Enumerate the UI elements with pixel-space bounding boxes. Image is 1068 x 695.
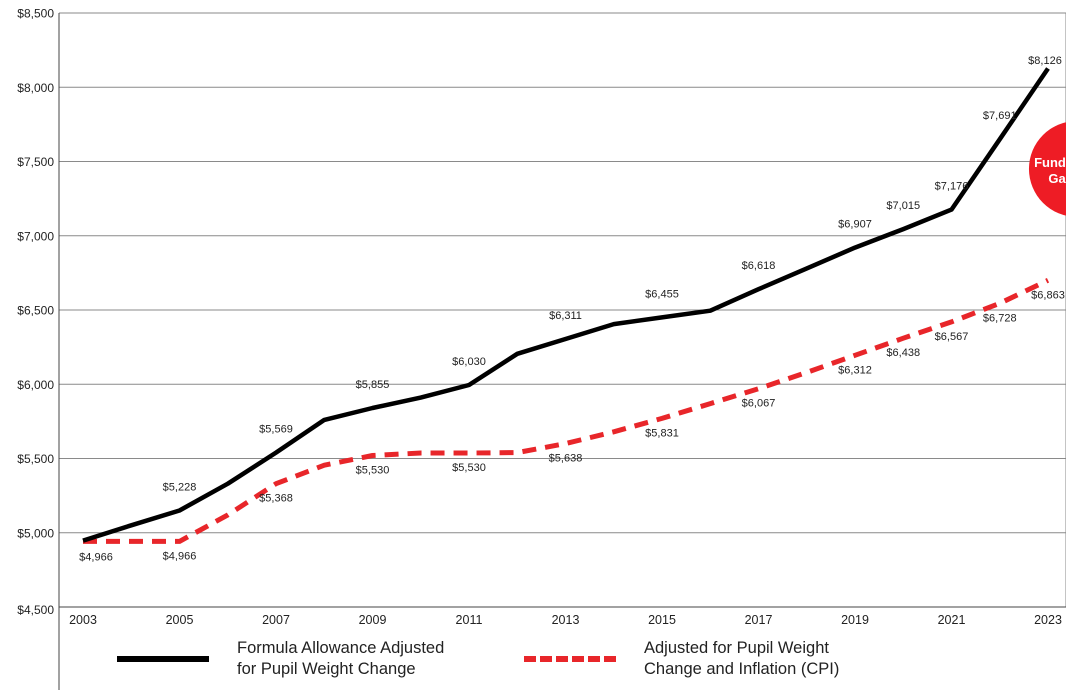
legend-label-cpi: Adjusted for Pupil Weight Change and Inf… — [644, 639, 840, 678]
y-tick-label: $6,500 — [17, 304, 54, 318]
gap-badge — [1028, 121, 1068, 217]
legend-item-cpi: Adjusted for Pupil Weight Change and Inf… — [524, 638, 839, 680]
series-line-cpi — [83, 278, 1050, 544]
x-tick-label: 2021 — [938, 613, 966, 627]
data-label-cpi: $5,638 — [549, 453, 583, 465]
x-tick-label: 2023 — [1034, 613, 1062, 627]
y-tick-label: $8,000 — [17, 81, 54, 95]
data-label-formula: $6,311 — [549, 310, 582, 322]
x-tick-label: 2013 — [552, 613, 580, 627]
legend-swatch-dashed — [524, 656, 616, 662]
y-tick-label: $7,500 — [17, 155, 54, 169]
legend-swatch-solid — [117, 656, 209, 662]
data-label-formula: $8,126 — [1028, 55, 1062, 67]
x-tick-label: 2015 — [648, 613, 676, 627]
data-label-cpi: $4,966 — [163, 550, 197, 562]
data-label-cpi: $6,728 — [983, 312, 1017, 324]
data-label-formula: $5,855 — [356, 379, 390, 391]
x-tick-label: 2019 — [841, 613, 869, 627]
data-label-formula: $4,966 — [79, 552, 113, 564]
data-label-formula: $5,228 — [163, 481, 197, 493]
y-tick-label: $8,500 — [17, 7, 54, 21]
data-label-cpi: $5,530 — [452, 462, 486, 474]
y-tick-label: $7,000 — [17, 229, 54, 243]
series-line-formula — [82, 67, 1050, 543]
y-tick-label: $5,000 — [17, 526, 54, 540]
x-tick-label: 2005 — [166, 613, 194, 627]
right-edge-mask — [1066, 0, 1068, 690]
data-label-formula: $5,569 — [259, 424, 293, 436]
y-tick-label: $4,500 — [17, 603, 54, 617]
data-label-cpi: $6,067 — [742, 398, 776, 410]
data-label-cpi: $6,863 — [1031, 289, 1065, 301]
y-tick-label: $5,500 — [17, 452, 54, 466]
x-tick-label: 2009 — [359, 613, 387, 627]
x-tick-label: 2007 — [262, 613, 290, 627]
data-label-formula: $7,691 — [983, 110, 1017, 122]
legend-item-formula: Formula Allowance Adjusted for Pupil Wei… — [117, 638, 444, 680]
data-label-cpi: $5,530 — [356, 465, 390, 477]
data-label-cpi: $6,438 — [886, 347, 920, 359]
data-label-formula: $7,015 — [886, 200, 920, 212]
data-label-cpi: $5,831 — [645, 427, 679, 439]
data-label-formula: $7,176 — [935, 181, 969, 193]
gap-badge-text-line1: Fund — [1034, 155, 1066, 170]
data-label-formula: $6,907 — [838, 219, 872, 231]
legend-label-formula: Formula Allowance Adjusted for Pupil Wei… — [237, 639, 445, 678]
y-tick-label: $6,000 — [17, 378, 54, 392]
data-label-cpi: $5,368 — [259, 493, 293, 505]
data-label-formula: $6,030 — [452, 356, 486, 368]
gap-badge-text-line2: Ga — [1048, 171, 1066, 186]
x-tick-label: 2011 — [456, 613, 483, 627]
legend: Formula Allowance Adjusted for Pupil Wei… — [0, 638, 1068, 690]
x-tick-label: 2017 — [745, 613, 773, 627]
data-label-cpi: $6,312 — [838, 364, 872, 376]
data-label-cpi: $6,567 — [935, 331, 969, 343]
x-tick-label: 2003 — [69, 613, 97, 627]
data-label-formula: $6,618 — [742, 260, 776, 272]
data-label-formula: $6,455 — [645, 288, 679, 300]
